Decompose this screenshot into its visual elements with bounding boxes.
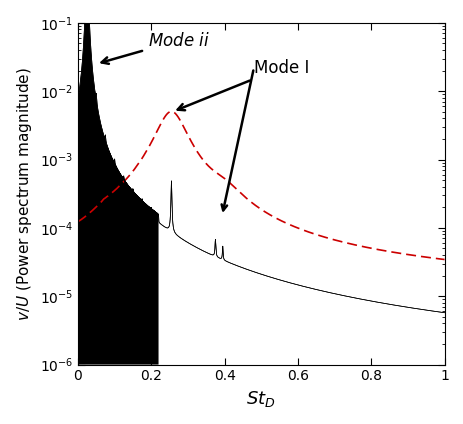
X-axis label: $St_D$: $St_D$ — [246, 389, 275, 409]
Y-axis label: $v/U$ (Power spectrum magnitude): $v/U$ (Power spectrum magnitude) — [15, 67, 34, 321]
Text: Mode $ii$: Mode $ii$ — [101, 31, 209, 64]
Text: Mode I: Mode I — [177, 59, 309, 110]
